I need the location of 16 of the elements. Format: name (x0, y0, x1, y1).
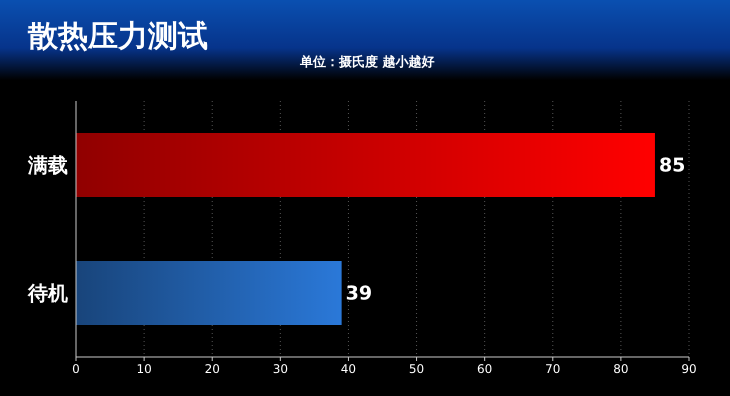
x-tick-label: 50 (408, 362, 424, 376)
y-tick-label: 待机 (27, 281, 68, 305)
x-tick-label: 60 (477, 362, 492, 376)
x-tick-label: 0 (72, 362, 80, 376)
chart-title: 散热压力测试 (27, 19, 208, 54)
chart-subtitle: 单位：摄氏度 越小越好 (299, 54, 435, 70)
data-label: 39 (346, 282, 372, 305)
x-tick-label: 40 (340, 362, 356, 376)
x-tick-label: 90 (681, 362, 697, 376)
x-tick-label: 80 (613, 362, 629, 376)
x-tick-label: 70 (545, 362, 560, 376)
y-tick-label: 满载 (27, 153, 68, 177)
data-label: 85 (658, 154, 686, 177)
x-tick-label: 30 (272, 362, 288, 376)
x-tick-label: 20 (204, 362, 220, 376)
x-tick-label: 10 (136, 362, 152, 376)
